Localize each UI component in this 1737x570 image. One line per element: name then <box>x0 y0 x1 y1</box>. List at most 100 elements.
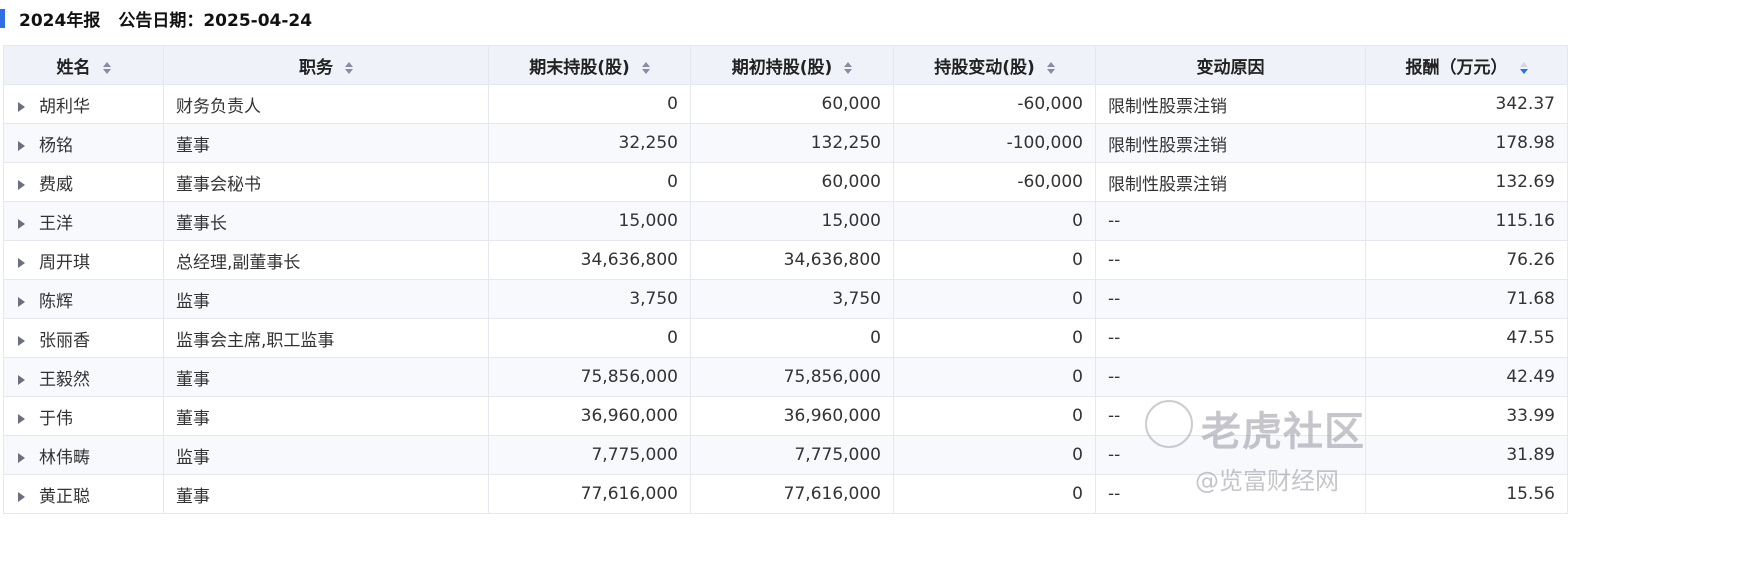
cell-end-shares: 36,960,000 <box>488 396 691 436</box>
cell-share-change: -60,000 <box>893 84 1096 124</box>
cell-change-reason: -- <box>1095 240 1366 280</box>
expand-row-icon[interactable] <box>18 413 25 424</box>
cell-value: 77,616,000 <box>783 484 881 504</box>
cell-value: 0 <box>667 172 678 192</box>
cell-share-change: -100,000 <box>893 123 1096 163</box>
cell-value: 75,856,000 <box>783 367 881 387</box>
cell-value: 董事长 <box>176 213 227 234</box>
cell-start-shares: 7,775,000 <box>690 435 894 475</box>
cell-position: 董事 <box>163 123 489 163</box>
column-header-label: 变动原因 <box>1196 57 1265 78</box>
table-row[interactable]: 费威 董事会秘书 0 60,000 -60,000 限制性股票注销 132.69 <box>3 162 1568 202</box>
expand-row-icon[interactable] <box>18 140 25 151</box>
cell-share-change: 0 <box>893 474 1096 514</box>
expand-row-icon[interactable] <box>18 452 25 463</box>
cell-name: 林伟畴 <box>3 435 164 475</box>
table-row[interactable]: 周开琪 总经理,副董事长 34,636,800 34,636,800 0 -- 76.26 <box>3 240 1568 280</box>
column-header-compensation[interactable]: 报酬（万元） <box>1365 45 1568 85</box>
table-row[interactable]: 于伟 董事 36,960,000 36,960,000 0 -- 33.99 <box>3 396 1568 436</box>
expand-row-icon[interactable] <box>18 374 25 385</box>
sort-icon[interactable] <box>844 61 853 74</box>
expand-row-icon[interactable] <box>18 218 25 229</box>
cell-value: 限制性股票注销 <box>1108 96 1227 117</box>
table-row[interactable]: 王洋 董事长 15,000 15,000 0 -- 115.16 <box>3 201 1568 241</box>
table-row[interactable]: 胡利华 财务负责人 0 60,000 -60,000 限制性股票注销 342.37 <box>3 84 1568 124</box>
announcement-date: 公告日期：2025-04-24 <box>118 10 313 31</box>
cell-value: 0 <box>1072 211 1083 231</box>
expand-row-icon[interactable] <box>18 491 25 502</box>
cell-value: 董事 <box>176 135 210 156</box>
cell-change-reason: -- <box>1095 357 1366 397</box>
cell-value: 陈辉 <box>39 291 73 312</box>
cell-share-change: -60,000 <box>893 162 1096 202</box>
cell-value: 于伟 <box>39 408 73 429</box>
cell-value: 71.68 <box>1506 289 1555 309</box>
cell-value: 0 <box>1072 289 1083 309</box>
cell-compensation: 76.26 <box>1365 240 1568 280</box>
cell-name: 黄正聪 <box>3 474 164 514</box>
cell-position: 财务负责人 <box>163 84 489 124</box>
cell-share-change: 0 <box>893 435 1096 475</box>
table-row[interactable]: 杨铭 董事 32,250 132,250 -100,000 限制性股票注销 178.98 <box>3 123 1568 163</box>
cell-compensation: 15.56 <box>1365 474 1568 514</box>
column-header-end-shares[interactable]: 期末持股(股) <box>488 45 691 85</box>
section-title: 2024年报 公告日期：2025-04-24 <box>0 6 313 31</box>
cell-position: 董事 <box>163 396 489 436</box>
cell-value: -- <box>1108 406 1121 426</box>
cell-compensation: 178.98 <box>1365 123 1568 163</box>
expand-row-icon[interactable] <box>18 101 25 112</box>
cell-value: 36,960,000 <box>580 406 678 426</box>
cell-end-shares: 32,250 <box>488 123 691 163</box>
column-header-name[interactable]: 姓名 <box>3 45 164 85</box>
cell-start-shares: 3,750 <box>690 279 894 319</box>
cell-share-change: 0 <box>893 396 1096 436</box>
column-header-change-reason: 变动原因 <box>1095 45 1366 85</box>
cell-value: 0 <box>1072 484 1083 504</box>
cell-value: -- <box>1108 289 1121 309</box>
cell-start-shares: 15,000 <box>690 201 894 241</box>
cell-compensation: 47.55 <box>1365 318 1568 358</box>
cell-compensation: 71.68 <box>1365 279 1568 319</box>
column-header-label: 职务 <box>299 57 333 78</box>
sort-icon[interactable] <box>345 61 353 74</box>
cell-value: 林伟畴 <box>39 447 90 468</box>
cell-value: 董事 <box>176 408 210 429</box>
cell-value: 115.16 <box>1495 211 1555 231</box>
cell-name: 费威 <box>3 162 164 202</box>
sort-icon[interactable] <box>1046 61 1055 74</box>
expand-row-icon[interactable] <box>18 257 25 268</box>
cell-start-shares: 34,636,800 <box>690 240 894 280</box>
cell-name: 杨铭 <box>3 123 164 163</box>
cell-start-shares: 60,000 <box>690 84 894 124</box>
cell-value: 王毅然 <box>39 369 90 390</box>
column-header-share-change[interactable]: 持股变动(股) <box>893 45 1096 85</box>
table-row[interactable]: 陈辉 监事 3,750 3,750 0 -- 71.68 <box>3 279 1568 319</box>
cell-value: 财务负责人 <box>176 96 261 117</box>
expand-row-icon[interactable] <box>18 335 25 346</box>
cell-value: 76.26 <box>1506 250 1555 270</box>
column-header-start-shares[interactable]: 期初持股(股) <box>690 45 894 85</box>
cell-end-shares: 15,000 <box>488 201 691 241</box>
sort-icon[interactable] <box>102 61 111 74</box>
cell-name: 胡利华 <box>3 84 164 124</box>
table-row[interactable]: 林伟畴 监事 7,775,000 7,775,000 0 -- 31.89 <box>3 435 1568 475</box>
cell-change-reason: -- <box>1095 318 1366 358</box>
cell-value: 15,000 <box>618 211 678 231</box>
expand-row-icon[interactable] <box>18 179 25 190</box>
cell-value: 31.89 <box>1506 445 1555 465</box>
cell-value: -- <box>1108 445 1121 465</box>
sort-icon[interactable] <box>641 61 650 74</box>
column-header-position[interactable]: 职务 <box>163 45 489 85</box>
cell-value: -60,000 <box>1017 94 1083 114</box>
table-row[interactable]: 张丽香 监事会主席,职工监事 0 0 0 -- 47.55 <box>3 318 1568 358</box>
cell-end-shares: 7,775,000 <box>488 435 691 475</box>
sort-icon[interactable] <box>1519 61 1528 74</box>
cell-value: 33.99 <box>1506 406 1555 426</box>
expand-row-icon[interactable] <box>18 296 25 307</box>
cell-value: 胡利华 <box>39 96 90 117</box>
table-row[interactable]: 王毅然 董事 75,856,000 75,856,000 0 -- 42.49 <box>3 357 1568 397</box>
cell-value: 限制性股票注销 <box>1108 174 1227 195</box>
table-row[interactable]: 黄正聪 董事 77,616,000 77,616,000 0 -- 15.56 <box>3 474 1568 514</box>
cell-change-reason: -- <box>1095 474 1366 514</box>
cell-value: 杨铭 <box>39 135 73 156</box>
